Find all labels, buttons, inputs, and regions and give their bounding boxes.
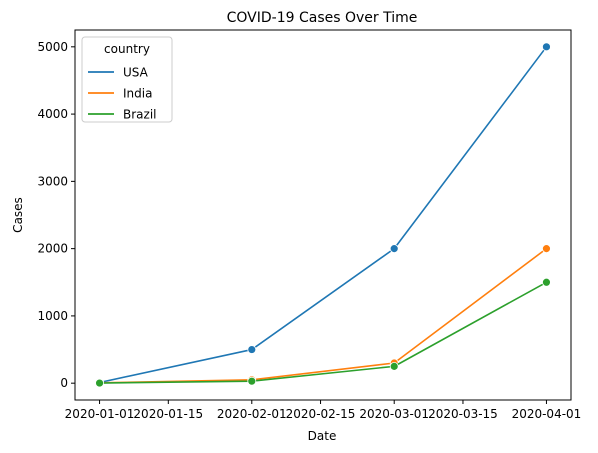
data-point-india <box>542 244 551 254</box>
legend: country USA India Brazil <box>81 36 173 123</box>
series-line-india <box>99 247 547 384</box>
legend-box <box>81 36 173 123</box>
plot-area <box>95 42 551 388</box>
data-point-brazil <box>247 376 257 386</box>
legend-label-india: India <box>123 87 152 101</box>
plot-frame <box>74 29 572 401</box>
x-tick-label: 2020-04-01 <box>512 407 582 421</box>
y-tick-label: 0 <box>60 376 68 390</box>
series-line-brazil <box>99 281 547 384</box>
data-point-brazil <box>95 378 104 388</box>
x-axis-label: Date <box>308 429 337 443</box>
series-line-usa <box>99 46 548 384</box>
x-tick-label: 2020-02-15 <box>286 407 356 421</box>
data-point-brazil <box>542 277 551 287</box>
y-tick-label: 3000 <box>37 174 68 188</box>
x-tick-label: 2020-03-15 <box>428 407 498 421</box>
y-tick-label: 4000 <box>37 107 68 121</box>
data-point-brazil <box>389 361 399 371</box>
data-point-usa <box>247 345 257 354</box>
legend-label-brazil: Brazil <box>123 108 157 122</box>
y-axis: 0 1000 2000 3000 4000 5000 <box>37 40 75 390</box>
chart-title: COVID-19 Cases Over Time <box>227 10 418 26</box>
y-tick-label: 2000 <box>37 242 68 256</box>
y-tick-label: 1000 <box>37 309 68 323</box>
y-tick-label: 5000 <box>37 40 68 54</box>
x-tick-label: 2020-01-15 <box>133 407 203 421</box>
y-axis-label: Cases <box>11 197 25 233</box>
data-point-usa <box>389 244 399 254</box>
x-tick-label: 2020-01-01 <box>65 407 135 421</box>
data-point-usa <box>542 42 551 52</box>
legend-title: country <box>104 42 150 56</box>
legend-label-usa: USA <box>123 66 149 80</box>
x-tick-label: 2020-02-01 <box>217 407 287 421</box>
x-axis: 2020-01-01 2020-01-15 2020-02-01 2020-02-15… <box>65 400 582 421</box>
x-tick-label: 2020-03-01 <box>359 407 429 421</box>
